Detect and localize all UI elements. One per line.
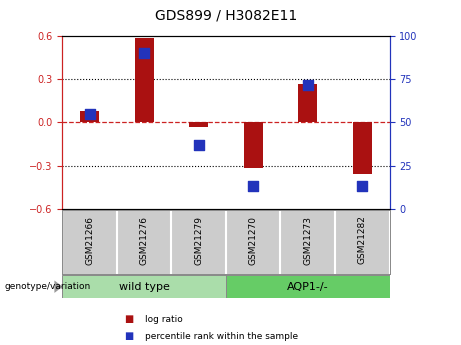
Text: wild type: wild type	[118, 282, 170, 292]
Bar	[189, 122, 208, 127]
Polygon shape	[54, 280, 63, 293]
Text: GSM21273: GSM21273	[303, 216, 312, 265]
Text: GSM21276: GSM21276	[140, 216, 148, 265]
Point	[359, 184, 366, 189]
Point	[140, 51, 148, 56]
Point	[195, 142, 202, 148]
Bar	[135, 38, 154, 122]
Point	[304, 82, 311, 87]
Point	[249, 184, 257, 189]
Text: GDS899 / H3082E11: GDS899 / H3082E11	[155, 9, 297, 23]
Bar	[62, 275, 226, 298]
Text: genotype/variation: genotype/variation	[5, 282, 91, 291]
Text: GSM21282: GSM21282	[358, 216, 367, 264]
Bar	[243, 122, 263, 168]
Bar	[226, 275, 390, 298]
Text: ■: ■	[124, 332, 134, 341]
Bar	[80, 111, 99, 122]
Bar	[353, 122, 372, 174]
Text: AQP1-/-: AQP1-/-	[287, 282, 329, 292]
Bar	[298, 83, 317, 122]
Text: percentile rank within the sample: percentile rank within the sample	[145, 332, 298, 341]
Text: log ratio: log ratio	[145, 315, 183, 324]
Text: ■: ■	[124, 314, 134, 324]
Text: GSM21270: GSM21270	[248, 216, 258, 265]
Point	[86, 111, 93, 117]
Text: GSM21266: GSM21266	[85, 216, 94, 265]
Text: GSM21279: GSM21279	[194, 216, 203, 265]
